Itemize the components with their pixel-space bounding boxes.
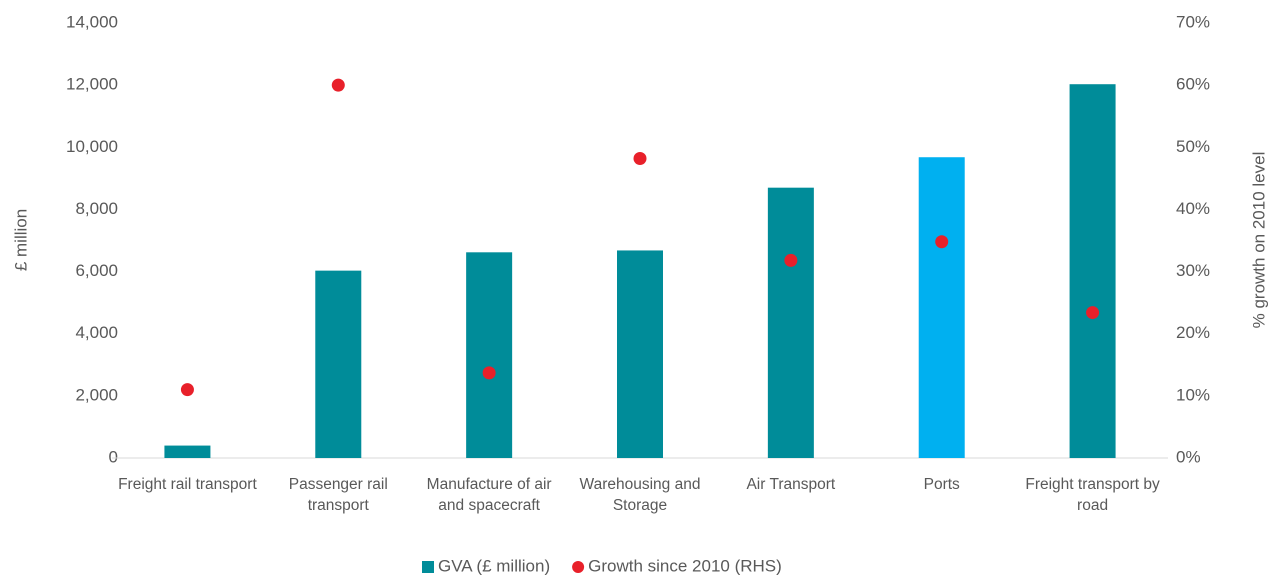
y2-tick-label: 30% [1176,261,1210,280]
bar [1069,84,1116,458]
y-tick-label: 4,000 [75,323,118,342]
bar [617,250,663,458]
legend-label: GVA (£ million) [438,556,550,575]
point [784,253,798,267]
y2-tick-label: 50% [1176,137,1210,156]
point [1086,306,1100,320]
x-tick-label: Warehousing and Storage [579,476,701,514]
legend-label: Growth since 2010 (RHS) [588,556,782,575]
y-axis-label: £ million [11,209,30,271]
y2-tick-label: 70% [1176,12,1210,31]
y-tick-label: 2,000 [75,385,118,404]
y-tick-label: 12,000 [66,75,118,94]
bar [918,157,965,458]
bar [315,270,362,458]
x-tick-label: Air Transport [746,476,836,493]
y-tick-label: 14,000 [66,12,118,31]
y2-tick-label: 40% [1176,199,1210,218]
legend-marker [572,561,585,573]
point [482,366,496,380]
x-tick-label: Ports [923,476,960,493]
bar [164,445,211,458]
y2-tick-label: 60% [1176,75,1210,94]
y2-axis-label: % growth on 2010 level [1249,152,1268,329]
y-tick-label: 0 [109,447,118,466]
point [633,151,647,165]
y2-tick-label: 0% [1176,447,1201,466]
point [180,383,194,397]
x-tick-label: Freight transport by road [1025,476,1160,514]
x-tick-label: Freight rail transport [118,476,257,493]
y-tick-label: 6,000 [75,261,118,280]
legend-marker [422,561,434,573]
point [331,78,345,92]
y2-tick-label: 10% [1176,385,1210,404]
x-tick-label: Passenger rail transport [288,476,388,514]
y-tick-label: 8,000 [75,199,118,218]
x-tick-label: Manufacture of air and spacecraft [426,476,552,514]
bar [466,252,513,458]
y2-tick-label: 20% [1176,323,1210,342]
y-tick-label: 10,000 [66,137,118,156]
bar [767,187,814,458]
point [935,235,949,249]
